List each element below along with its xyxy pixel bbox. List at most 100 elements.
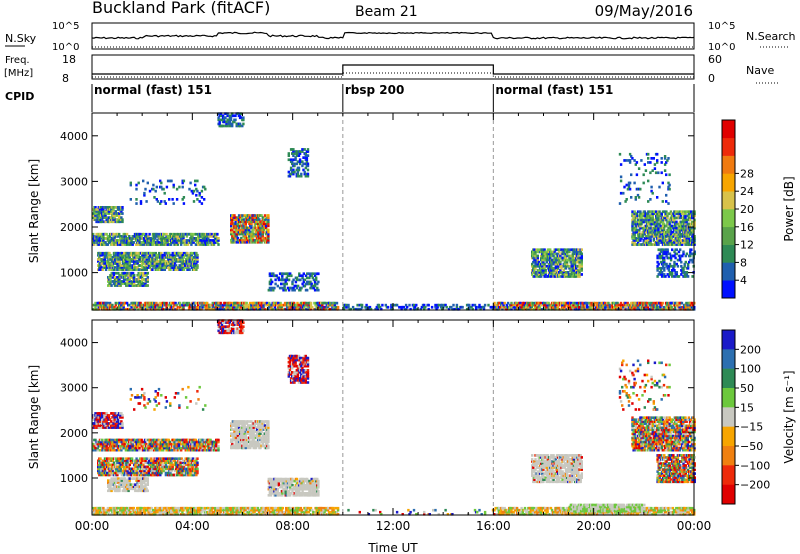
- data-cell: [291, 162, 294, 166]
- data-cell: [200, 196, 204, 199]
- data-cell: [187, 239, 191, 242]
- data-cell: [618, 152, 622, 156]
- data-cell: [159, 179, 162, 183]
- data-cell: [494, 303, 497, 307]
- data-cell: [313, 284, 317, 288]
- data-cell: [243, 236, 246, 240]
- data-cell: [148, 266, 152, 269]
- data-cell: [124, 508, 128, 512]
- data-cell: [664, 237, 667, 240]
- data-cell: [663, 163, 667, 166]
- data-cell: [192, 189, 196, 193]
- data-cell: [303, 170, 306, 174]
- data-cell: [648, 243, 651, 246]
- data-cell: [198, 193, 201, 197]
- data-cell: [195, 187, 198, 191]
- data-cell: [206, 307, 209, 311]
- data-cell: [168, 266, 171, 269]
- data-cell: [693, 241, 696, 244]
- data-cell: [97, 210, 100, 213]
- data-cell: [146, 271, 149, 275]
- data-cell: [150, 260, 153, 263]
- data-cell: [270, 305, 273, 309]
- data-cell: [412, 303, 416, 307]
- data-cell: [102, 506, 105, 510]
- data-cell: [210, 232, 213, 236]
- data-cell: [575, 269, 578, 272]
- data-cell: [664, 216, 667, 220]
- data-cell: [578, 271, 581, 274]
- data-cell: [183, 253, 187, 257]
- data-cell: [303, 278, 307, 282]
- data-cell: [306, 276, 309, 280]
- data-cell: [636, 193, 640, 197]
- data-cell: [536, 254, 539, 258]
- nsky-panel: N.Sky 10^5 10^0 10^5 10^0 N.Search: [5, 21, 796, 53]
- data-cell: [290, 274, 293, 278]
- data-cell: [133, 307, 137, 311]
- data-cell: [260, 214, 263, 217]
- data-cell: [375, 305, 378, 309]
- data-cell: [197, 243, 200, 246]
- data-cell: [678, 237, 682, 240]
- data-cell: [554, 266, 558, 270]
- data-cell: [237, 214, 241, 217]
- data-cell: [148, 510, 151, 514]
- data-cell: [126, 282, 129, 285]
- data-cell: [675, 273, 678, 276]
- data-cell: [560, 266, 563, 270]
- data-cell: [567, 271, 570, 274]
- data-cell: [261, 307, 264, 311]
- data-cell: [634, 196, 637, 199]
- ytick-label: 3000: [60, 175, 88, 188]
- data-cell: [524, 303, 528, 307]
- data-cell: [146, 181, 149, 185]
- data-cell: [200, 202, 204, 205]
- data-cell: [493, 305, 496, 309]
- data-cell: [253, 303, 256, 307]
- data-cell: [415, 303, 418, 307]
- data-cell: [101, 253, 104, 257]
- ytick-label: 1000: [60, 267, 88, 280]
- data-cell: [100, 260, 103, 263]
- data-cell: [267, 222, 270, 226]
- data-cell: [292, 172, 295, 176]
- data-cell: [267, 228, 270, 232]
- data-cell: [236, 216, 240, 219]
- data-cell: [187, 266, 190, 269]
- data-cell: [479, 307, 482, 311]
- data-cell: [585, 303, 589, 307]
- data-cell: [676, 228, 679, 232]
- data-cell: [221, 118, 225, 122]
- data-cell: [142, 262, 145, 265]
- data-cell: [145, 508, 148, 512]
- data-cell: [644, 216, 648, 220]
- data-cell: [677, 275, 681, 278]
- data-cell: [178, 305, 182, 309]
- data-cell: [241, 214, 244, 217]
- data-cell: [656, 159, 659, 162]
- data-cell: [178, 303, 182, 307]
- data-cell: [250, 307, 253, 311]
- data-cell: [667, 269, 671, 272]
- data-cell: [589, 307, 592, 311]
- data-cell: [118, 262, 121, 265]
- data-cell: [121, 274, 125, 277]
- data-cell: [166, 241, 169, 244]
- data-cell: [580, 273, 583, 276]
- data-cell: [291, 160, 294, 164]
- data-cell: [146, 303, 149, 307]
- data-cell: [163, 268, 166, 271]
- data-cell: [159, 266, 162, 269]
- data-cell: [626, 187, 630, 191]
- data-cell: [646, 224, 649, 228]
- data-cell: [576, 260, 579, 264]
- colorbar-segment: [722, 120, 735, 139]
- data-cell: [241, 228, 244, 232]
- data-cell: [304, 303, 307, 307]
- data-cell: [679, 239, 683, 242]
- data-cell: [155, 198, 158, 201]
- data-cell: [248, 214, 251, 217]
- data-cell: [633, 239, 636, 242]
- data-cell: [647, 179, 650, 183]
